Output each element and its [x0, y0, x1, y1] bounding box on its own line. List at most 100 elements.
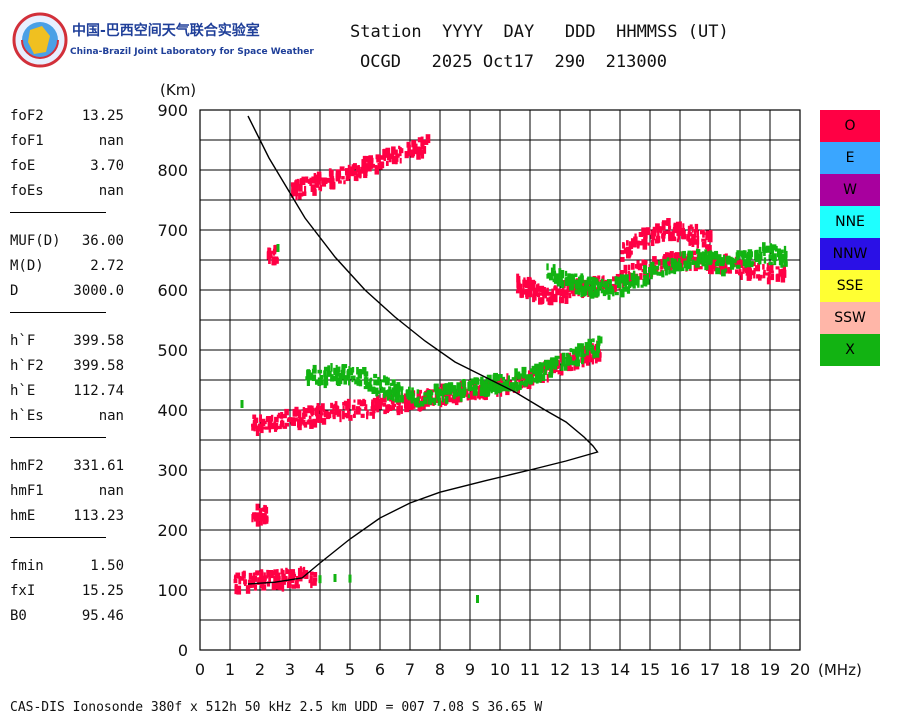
echo-point-x	[581, 286, 586, 291]
param-value: 15.25	[81, 583, 124, 599]
echo-point-o	[620, 250, 625, 255]
echo-point-o	[305, 413, 308, 417]
echo-point-o	[767, 272, 771, 280]
echo-point-x	[394, 384, 398, 391]
echo-point-x	[399, 395, 404, 403]
echo-point-o	[654, 238, 659, 244]
echo-point-o	[564, 295, 569, 304]
param-label: h`Es	[10, 408, 44, 424]
echo-point-x	[351, 378, 354, 383]
echo-point-x	[528, 373, 533, 382]
echo-point-x	[575, 347, 581, 357]
echo-point-x	[538, 362, 542, 372]
param-value: 112.74	[73, 383, 124, 399]
echo-point-o	[254, 512, 260, 518]
echo-point-x	[779, 257, 782, 264]
echo-point-x	[564, 277, 570, 287]
echo-point-x	[521, 366, 527, 373]
echo-point-x	[472, 387, 478, 396]
echo-point-o	[639, 263, 643, 270]
echo-point-x	[377, 376, 380, 382]
echo-point-x	[485, 383, 490, 388]
echo-point-x	[742, 258, 745, 267]
echo-point-o	[416, 150, 421, 160]
ionosonde-footer: CAS-DIS Ionosonde 380f x 512h 50 kHz 2.5…	[10, 700, 543, 715]
echo-point-o	[645, 227, 651, 236]
echo-point-o	[566, 363, 572, 372]
echo-point-x	[373, 373, 378, 379]
echo-point-x	[470, 378, 475, 386]
legend-item: X	[820, 334, 880, 366]
echo-point-x	[614, 276, 618, 285]
echo-point-x	[666, 257, 670, 262]
echo-point-o	[703, 231, 706, 236]
echo-point-o	[644, 232, 648, 237]
echo-point-x	[519, 381, 525, 386]
echo-point-x	[686, 257, 692, 262]
echo-point-o	[425, 402, 430, 407]
echo-point-x	[737, 256, 740, 261]
plot-frame	[199, 109, 801, 651]
y-tick-label: 600	[157, 281, 188, 300]
echo-point-o	[693, 229, 697, 238]
echo-point-x	[568, 286, 574, 291]
echo-point-x	[624, 284, 628, 292]
echo-point-o	[251, 575, 254, 583]
echo-point-o	[689, 224, 693, 229]
echo-point-o	[255, 570, 260, 576]
param-value: 2.72	[90, 258, 124, 274]
echo-point-x	[311, 374, 317, 382]
echo-point-o	[669, 251, 674, 258]
echo-point-o	[302, 191, 307, 196]
echo-point-o	[312, 577, 318, 582]
echo-point-x	[694, 260, 700, 268]
echo-point-x	[587, 338, 593, 346]
echo-point-o	[660, 226, 663, 234]
echo-point-o	[334, 411, 337, 416]
echo-point-x	[608, 281, 611, 289]
echo-point-o	[298, 192, 304, 197]
echo-point-x	[539, 362, 544, 371]
echo-point-o	[343, 412, 349, 417]
echo-point-o	[304, 185, 307, 193]
echo-point-x	[563, 356, 567, 360]
echo-point-o	[369, 411, 374, 416]
echo-point-o	[627, 270, 630, 279]
echo-point-x	[575, 359, 580, 367]
echo-point-x	[637, 282, 640, 288]
echo-point-x	[493, 372, 498, 382]
echo-point-x	[525, 374, 528, 380]
echo-point-o	[581, 362, 585, 368]
echo-point-x	[579, 285, 584, 292]
echo-point-x	[562, 360, 566, 367]
echo-point-x	[567, 361, 571, 365]
echo-point-o	[330, 169, 334, 178]
echo-point-o	[747, 268, 753, 272]
echo-point-o	[420, 141, 425, 150]
echo-point-o	[314, 419, 319, 423]
echo-point-x	[442, 384, 446, 393]
echo-point-x	[586, 342, 591, 351]
echo-point-o	[420, 149, 425, 155]
echo-point-x	[542, 362, 545, 367]
echo-point-x	[324, 375, 328, 382]
echo-point-o	[738, 269, 742, 276]
echo-point-o	[399, 157, 402, 164]
x-tick-label: 7	[405, 660, 415, 679]
x-tick-label: 13	[580, 660, 600, 679]
echo-point-x	[330, 376, 335, 382]
echo-point-x	[711, 252, 715, 259]
echo-point-o	[598, 352, 602, 358]
echo-point-o	[254, 516, 260, 521]
echo-point-o	[334, 401, 338, 409]
echo-point-o	[247, 585, 250, 594]
echo-point-o	[276, 414, 281, 419]
echo-point-x	[312, 364, 317, 372]
echo-point-o	[775, 274, 781, 282]
echo-point-o	[272, 256, 276, 264]
echo-point-o	[335, 169, 341, 178]
echo-point-o	[718, 263, 724, 272]
echo-point-x	[721, 269, 726, 277]
param-row: h`E 112.74	[10, 383, 130, 403]
